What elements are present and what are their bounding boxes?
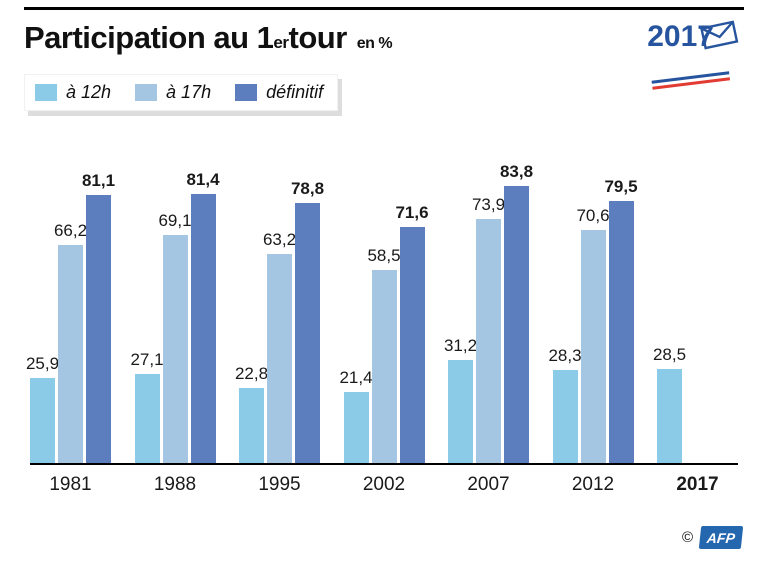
bar-value-label: 81,4 bbox=[186, 170, 220, 189]
title-unit: en % bbox=[356, 35, 393, 52]
x-axis-label: 2012 bbox=[571, 474, 615, 495]
bar-value-label: 28,5 bbox=[652, 345, 687, 364]
bar bbox=[552, 370, 578, 463]
bar-slot: 79,5 bbox=[604, 177, 638, 463]
bar-slot: 78,8 bbox=[291, 179, 324, 463]
title-rest: tour bbox=[288, 20, 348, 55]
legend-label-17h: à 17h bbox=[166, 82, 212, 102]
bar bbox=[608, 201, 634, 463]
bar bbox=[448, 360, 473, 463]
bar bbox=[580, 230, 606, 463]
bar bbox=[239, 388, 264, 463]
x-axis-label: 2017 bbox=[676, 474, 719, 495]
bar bbox=[399, 227, 425, 463]
title-superscript: er bbox=[273, 33, 289, 52]
bar-group: 27,1 69,1 81,4 bbox=[130, 170, 220, 463]
bar bbox=[190, 194, 216, 463]
bar-value-label: 83,8 bbox=[499, 162, 534, 181]
bar-slot: 66,2 bbox=[54, 221, 87, 463]
bar-value-label: 81,1 bbox=[81, 171, 116, 190]
envelope-icon bbox=[700, 20, 739, 50]
bar-value-label: 79,5 bbox=[604, 177, 638, 196]
bar-slot: 71,6 bbox=[395, 203, 429, 463]
chart-plot-area: 25,9 66,2 81,1 27,1 69,1 81,4 22,8 63,2 78,8 21,4… bbox=[26, 141, 738, 463]
bar-value-label: 28,3 bbox=[548, 346, 582, 365]
legend-item-12h: à 12h bbox=[35, 82, 111, 103]
bar bbox=[657, 369, 682, 463]
footer: © AFP bbox=[681, 526, 744, 549]
bar-group: 22,8 63,2 78,8 bbox=[235, 179, 324, 463]
bar-group: 25,9 66,2 81,1 bbox=[26, 171, 115, 463]
bar-group: 21,4 58,5 71,6 bbox=[339, 203, 429, 463]
bar-slot: 69,1 bbox=[158, 211, 192, 463]
bar-group: 28,3 70,6 79,5 bbox=[548, 177, 638, 463]
bar bbox=[30, 378, 55, 463]
logo-stripes bbox=[651, 71, 731, 92]
bar-value-label: 25,9 bbox=[25, 354, 60, 373]
bar bbox=[267, 254, 292, 463]
bar-value-label: 78,8 bbox=[290, 179, 325, 198]
bar-value-label: 73,9 bbox=[471, 195, 506, 214]
bar-value-label: 58,5 bbox=[367, 246, 401, 265]
bar bbox=[476, 219, 501, 463]
bar-value-label: 70,6 bbox=[576, 206, 610, 225]
bar-value-label: 31,2 bbox=[443, 336, 478, 355]
header: Participation au 1 er tour en % 2017 bbox=[24, 20, 744, 90]
x-axis-label: 2002 bbox=[362, 474, 406, 495]
legend-swatch-definitif bbox=[235, 84, 258, 101]
bar-value-label: 69,1 bbox=[158, 211, 192, 230]
top-rule bbox=[24, 7, 744, 10]
legend-swatch-17h bbox=[135, 84, 158, 101]
bar-group: 28,5 bbox=[653, 345, 738, 463]
afp-logo: AFP bbox=[698, 526, 744, 549]
bar-value-label: 63,2 bbox=[262, 230, 297, 249]
bar-slot: 63,2 bbox=[263, 230, 296, 463]
bar-chart: 25,9 66,2 81,1 27,1 69,1 81,4 22,8 63,2 78,8 21,4… bbox=[26, 141, 738, 496]
bar bbox=[504, 186, 529, 463]
page-title: Participation au 1 er tour en % bbox=[24, 20, 393, 56]
bar bbox=[86, 195, 111, 463]
bar-slot: 31,2 bbox=[444, 336, 477, 463]
legend-swatch-12h bbox=[35, 84, 57, 101]
x-axis-line bbox=[30, 463, 738, 465]
bar-slot: 21,4 bbox=[339, 368, 373, 463]
x-axis-label: 1988 bbox=[153, 474, 197, 495]
bar-value-label: 22,8 bbox=[234, 364, 269, 383]
bar-slot: 22,8 bbox=[235, 364, 268, 463]
bar-value-label: 27,1 bbox=[130, 350, 164, 369]
title-main: Participation au 1 bbox=[24, 20, 274, 55]
bar-slot: 81,1 bbox=[82, 171, 115, 463]
bar-value-label: 21,4 bbox=[339, 368, 373, 387]
x-axis-label: 1981 bbox=[49, 474, 92, 495]
bar-value-label: 66,2 bbox=[53, 221, 88, 240]
x-axis-labels: 1981 1988 1995 2002 2007 2012 2017 bbox=[30, 465, 738, 496]
bar-slot: 25,9 bbox=[26, 354, 59, 463]
bar bbox=[295, 203, 320, 463]
bar bbox=[162, 235, 188, 463]
bar-slot: 73,9 bbox=[472, 195, 505, 463]
election-2017-logo: 2017 bbox=[647, 20, 744, 90]
x-axis-label: 2007 bbox=[467, 474, 510, 495]
logo-2017-text: 2017 bbox=[647, 20, 714, 53]
bar bbox=[134, 374, 160, 463]
bar-slot: 27,1 bbox=[130, 350, 164, 463]
bar-slot: 28,5 bbox=[653, 345, 686, 463]
bar-group: 31,2 73,9 83,8 bbox=[444, 162, 533, 463]
legend-item-17h: à 17h bbox=[135, 82, 211, 103]
bar-slot: 58,5 bbox=[367, 246, 401, 463]
bar bbox=[371, 270, 397, 463]
x-axis-label: 1995 bbox=[258, 474, 301, 495]
bar-value-label: 71,6 bbox=[395, 203, 429, 222]
bar-slot: 83,8 bbox=[500, 162, 533, 463]
bar-slot: 28,3 bbox=[548, 346, 582, 463]
bar bbox=[343, 392, 369, 463]
bar-slot: 81,4 bbox=[186, 170, 220, 463]
legend-item-definitif: définitif bbox=[235, 82, 323, 103]
bar bbox=[58, 245, 83, 463]
bar-slot: 70,6 bbox=[576, 206, 610, 463]
legend: à 12h à 17h définitif bbox=[24, 74, 339, 111]
legend-label-definitif: définitif bbox=[266, 82, 324, 102]
copyright-symbol: © bbox=[681, 529, 693, 546]
legend-label-12h: à 12h bbox=[66, 82, 112, 102]
